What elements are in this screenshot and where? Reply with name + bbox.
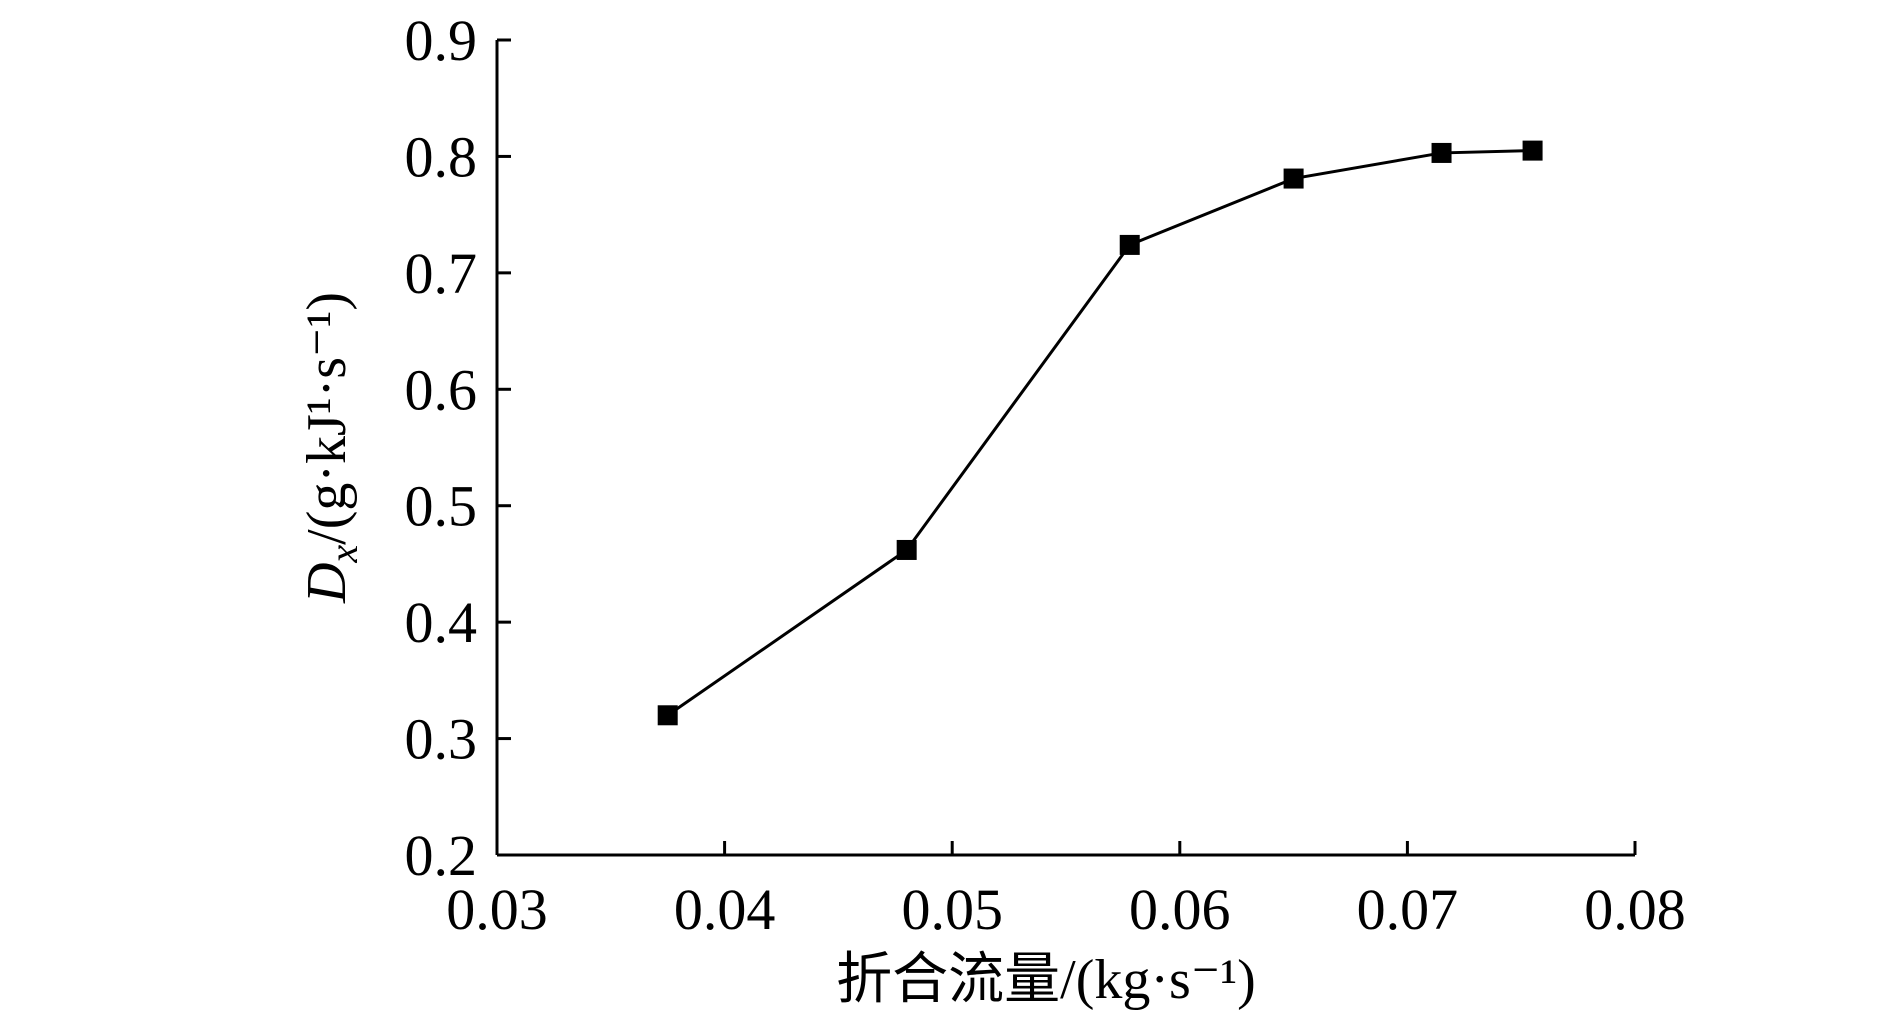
y-axis-title: Dx/(g·kJ¹·s⁻¹) [296,292,366,604]
y-tick-label: 0.7 [405,241,478,306]
data-point [657,705,678,726]
y-tick-label: 0.2 [405,823,478,888]
y-axis-ticks: 0.2 0.3 0.4 0.5 0.6 0.7 0.8 0.9 [405,8,511,888]
x-tick-label: 0.06 [1129,877,1231,942]
data-point [1119,234,1140,255]
x-axis-ticks: 0.03 0.04 0.05 0.06 0.07 0.08 [446,841,1686,942]
y-tick-label: 0.8 [405,124,478,189]
y-tick-label: 0.3 [405,707,478,772]
data-point [1522,140,1543,161]
y-axis-title-sub: x [321,545,366,564]
y-tick-label: 0.5 [405,474,478,539]
y-tick-label: 0.6 [405,357,478,422]
x-tick-label: 0.08 [1584,877,1686,942]
x-tick-label: 0.03 [446,877,548,942]
y-tick-label: 0.4 [405,590,478,655]
series-markers [657,140,1543,726]
y-axis-title-rest: /(g·kJ¹·s⁻¹) [296,292,358,545]
y-tick-label: 0.9 [405,8,478,73]
x-tick-label: 0.07 [1357,877,1459,942]
data-point [1283,168,1304,189]
x-tick-label: 0.04 [674,877,776,942]
y-axis-title-main: D [296,563,358,604]
series-line [666,149,1533,717]
x-axis-title: 折合流量/(kg·s⁻¹) [836,949,1256,1011]
data-point [896,539,917,560]
x-tick-label: 0.05 [901,877,1003,942]
data-point [1431,142,1452,163]
